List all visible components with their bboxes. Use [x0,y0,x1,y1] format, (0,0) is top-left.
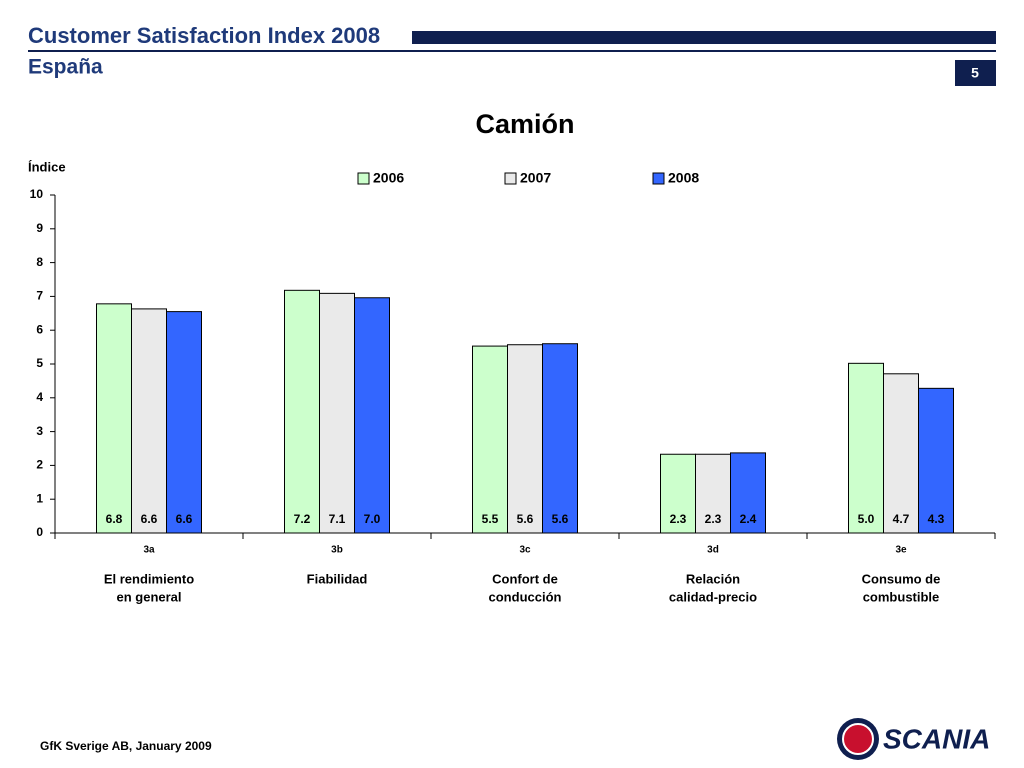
category-description: Consumo de [862,571,941,586]
bar [166,311,202,534]
value-label: 4.7 [893,512,910,526]
value-label: 5.6 [517,512,534,526]
value-label: 7.0 [364,512,381,526]
value-label: 2.3 [670,512,687,526]
bar [695,453,731,534]
slide-subtitle: España [28,56,103,79]
y-tick-label: 8 [36,255,43,269]
chart-title: Camión [475,109,574,139]
legend-swatch [357,172,370,185]
bar [848,362,884,534]
x-tick-label: 3a [143,545,155,556]
legend-label: 2007 [520,170,551,186]
bar [507,344,543,534]
header-bar [412,31,996,44]
bar [660,453,696,534]
bar [918,387,954,534]
value-label: 2.4 [740,512,757,526]
category-description: conducción [489,589,562,604]
category-description: El rendimiento [104,571,194,586]
value-label: 7.2 [294,512,311,526]
x-tick-label: 3b [331,545,343,556]
category-description: Fiabilidad [307,571,368,586]
category-description: Relación [686,571,740,586]
value-label: 6.6 [176,512,193,526]
category-description: en general [116,589,181,604]
legend-label: 2006 [373,170,404,186]
bar [883,373,919,534]
y-tick-label: 9 [36,221,43,235]
bar [319,292,355,534]
y-tick-label: 3 [36,424,43,438]
y-tick-label: 4 [36,390,43,404]
value-label: 5.5 [482,512,499,526]
x-tick-label: 3d [707,545,719,556]
bar [96,303,132,534]
y-tick-label: 10 [30,187,44,201]
value-label: 6.8 [106,512,123,526]
y-tick-label: 7 [36,289,43,303]
bar [472,345,508,534]
value-label: 6.6 [141,512,158,526]
page-number: 5 [971,65,979,81]
y-tick-label: 2 [36,458,43,472]
legend-label: 2008 [668,170,699,186]
y-tick-label: 6 [36,322,43,336]
bar [542,343,578,534]
logo-emblem-inner [842,723,874,755]
x-tick-label: 3c [519,545,531,556]
y-tick-label: 5 [36,356,43,370]
bar [354,297,390,534]
page-number-box [955,60,996,86]
y-tick-label: 0 [36,525,43,539]
y-tick-label: 1 [36,491,43,505]
bar [131,308,167,534]
footer-source: GfK Sverige AB, January 2009 [40,739,212,753]
slide-title: Customer Satisfaction Index 2008 [28,23,380,48]
value-label: 2.3 [705,512,722,526]
legend-swatch [504,172,517,185]
y-axis-label: Índice [28,159,66,174]
logo-text: SCANIA [883,723,990,754]
x-tick-label: 3e [895,545,907,556]
category-description: calidad-precio [669,589,757,604]
value-label: 5.0 [858,512,875,526]
category-description: Confort de [492,571,558,586]
legend-swatch [652,172,665,185]
bar [284,289,320,534]
value-label: 5.6 [552,512,569,526]
value-label: 4.3 [928,512,945,526]
header-rule [28,50,996,52]
bar [730,452,766,534]
value-label: 7.1 [329,512,346,526]
category-description: combustible [863,589,940,604]
